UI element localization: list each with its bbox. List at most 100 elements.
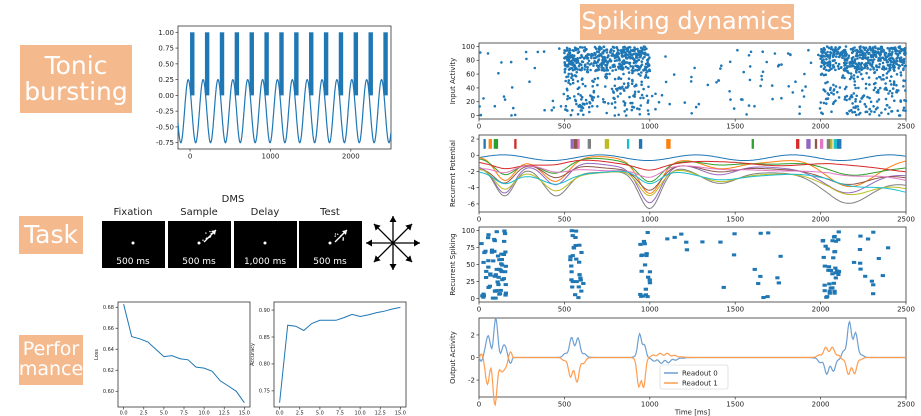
input-spike-point [608, 72, 611, 76]
input-spike-point [825, 45, 829, 48]
input-spike-point [614, 68, 618, 72]
loss-frame [117, 301, 251, 408]
input-spike-point [875, 51, 879, 54]
input-spike-point [843, 95, 847, 99]
input-spike-point [634, 60, 638, 64]
tonic-ytick-label: 1.00 [158, 29, 174, 37]
input-spike-point [820, 47, 823, 51]
tonic-burst [353, 32, 359, 96]
input-spike-point [830, 91, 833, 94]
input-spike-point [629, 53, 632, 56]
input-spike-point [567, 81, 570, 84]
input-spike-point [574, 66, 578, 70]
input-ytick-label: 40 [466, 84, 475, 92]
input-spike-point [646, 109, 650, 112]
input-spike-point [608, 58, 612, 61]
input-spike-point [542, 50, 546, 53]
spiking-ytick-label: 50 [466, 261, 475, 269]
input-spike-point [888, 79, 892, 83]
input-spike-point [619, 67, 623, 71]
input-spike-point [897, 89, 900, 92]
loss-xtick-label: 2.5 [140, 411, 148, 416]
input-spike-point [626, 48, 630, 51]
input-spike-point [636, 65, 639, 69]
task-phase-name: Sample [180, 207, 218, 218]
loss-ytick-label: 0.62 [103, 368, 114, 374]
input-spike-point [620, 54, 624, 57]
input-spike-point [872, 68, 875, 71]
output-legend-label: Readout 1 [682, 380, 718, 388]
input-spike-point [879, 47, 883, 50]
input-spike-point [883, 87, 887, 91]
input-spike-point [870, 110, 873, 113]
input-spike-point [564, 79, 567, 83]
input-spike-point [510, 86, 514, 89]
input-spike-point [856, 105, 860, 108]
input-spike-point [510, 114, 513, 117]
input-spike-point [623, 103, 627, 107]
input-spike-point [838, 55, 841, 58]
input-spike-point [894, 52, 898, 55]
input-spike-point [631, 71, 634, 75]
task-direction-arrowhead [389, 264, 397, 270]
loss-xtick-label: 15.0 [239, 411, 250, 416]
input-spike-point [882, 68, 886, 71]
spiking-xtick-label: 1000 [641, 306, 659, 314]
input-spike-point [860, 96, 864, 100]
input-spike-point [645, 71, 648, 74]
input-spike-point [654, 92, 657, 96]
input-spike-point [633, 59, 636, 62]
task-motion-dot [342, 237, 344, 239]
input-spike-point [566, 88, 569, 92]
input-spike-point [564, 104, 568, 108]
input-spike-point [617, 113, 620, 117]
input-spike-point [637, 72, 640, 76]
input-spike-point [851, 56, 855, 59]
loss-line [123, 303, 245, 404]
input-spike-point [848, 97, 851, 101]
input-spike-point [736, 48, 739, 52]
input-spike-point [576, 68, 579, 71]
input-spike-point [575, 102, 578, 106]
input-spike-point [614, 54, 617, 57]
input-spike-point [829, 53, 832, 57]
input-spike-point [859, 72, 863, 76]
input-spike-point [640, 83, 643, 86]
input-spike-point [717, 79, 721, 82]
input-spike-point [895, 59, 899, 63]
tonic-ytick-label: -0.50 [156, 123, 174, 131]
input-spike-point [536, 50, 540, 54]
input-spike-point [596, 95, 600, 98]
input-spike-point [567, 72, 570, 76]
input-spike-point [605, 51, 609, 54]
accuracy-ytick-label: 0.90 [259, 308, 270, 314]
input-spike-point [595, 50, 599, 53]
input-spike-point [878, 114, 881, 117]
input-spike-point [822, 101, 826, 105]
input-spike-point [851, 102, 854, 105]
input-spike-point [625, 56, 629, 60]
input-spike-point [877, 65, 881, 69]
input-spike-point [580, 98, 583, 101]
input-spike-point [865, 71, 868, 75]
input-spike-point [618, 62, 621, 66]
input-spike-point [644, 68, 647, 71]
input-spike-point [585, 48, 588, 51]
input-spike-point [585, 55, 589, 58]
task-motion-dot [209, 230, 211, 233]
input-spike-point [892, 83, 896, 87]
input-spike-point [850, 108, 853, 112]
output-legend: Readout 0 Readout 1 [659, 364, 729, 390]
input-spike-point [887, 112, 890, 116]
task-motion-arrowhead [211, 230, 216, 235]
input-spike-point [884, 52, 888, 55]
input-spike-point [898, 51, 902, 55]
input-spike-point [644, 73, 648, 77]
accuracy-ylabel: Accuracy [250, 343, 256, 366]
input-spike-point [761, 50, 764, 53]
output-ylabel: Output Activity [449, 331, 457, 384]
input-spike-point [597, 68, 601, 71]
potential-ytick-label: -2 [468, 168, 475, 176]
input-spike-point [583, 49, 586, 53]
input-spike-point [602, 58, 606, 62]
